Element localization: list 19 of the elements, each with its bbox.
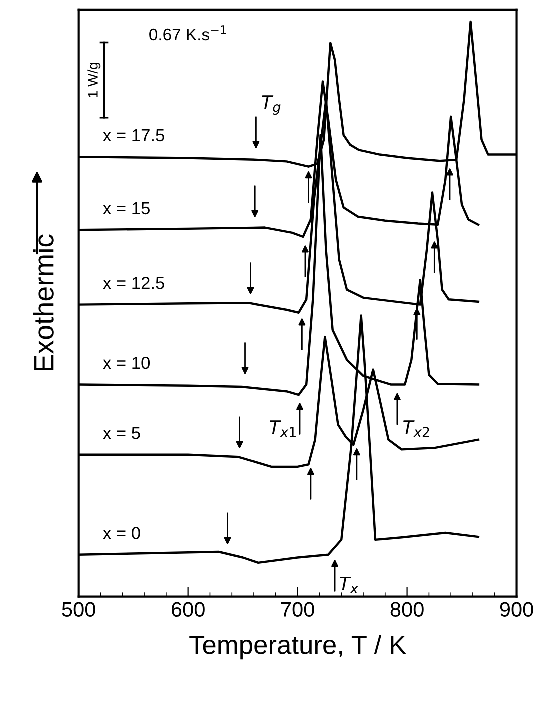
annotation: T$_{g}$ [262,96,281,116]
x-tick-label: 700 [282,602,314,618]
annotation: 1 W/g [88,63,101,98]
series-label: x = 12.5 [103,277,164,290]
x-axis-title: Temperature, T / K [190,635,406,660]
x-tick-label: 600 [172,602,205,618]
series-label: x = 0 [103,527,140,540]
x-tick-label: 800 [390,602,424,618]
annotation: 0.67 K.s$^{−1}$ [150,26,226,41]
x-tick-label: 900 [500,602,534,618]
annotation: T$_{x1}$ [270,420,296,438]
x-tick-label: 500 [62,602,96,618]
legend-label: x = 17.5 [103,130,164,142]
annotation: T$_{x2}$ [404,420,430,438]
y-axis-title: Exothermic [34,234,54,371]
series-label: x = 5 [103,427,140,440]
series-label: x = 10 [103,356,150,370]
series-label: x = 15 [103,202,150,215]
annotation: T$_{x}$ [340,576,359,594]
